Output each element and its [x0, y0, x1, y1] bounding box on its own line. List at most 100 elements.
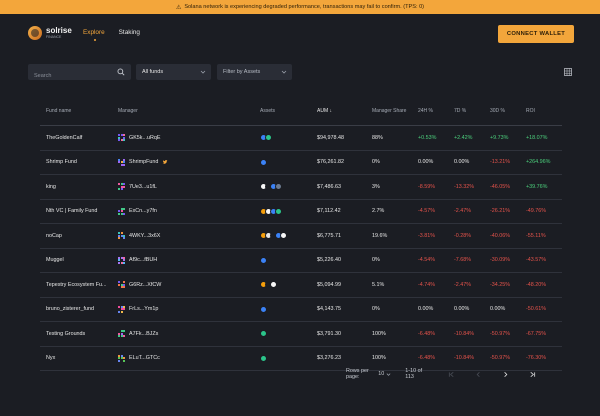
assets-cell: [260, 232, 317, 240]
table-row[interactable]: king 7Ue3...u1fL $7,486.63 3% -8.59% -13…: [40, 175, 562, 200]
fund-name[interactable]: noCap: [46, 232, 62, 239]
manager-share-value: 0%: [372, 306, 380, 313]
assets-select[interactable]: Filter by Assets: [217, 64, 292, 80]
token-icon: [260, 256, 267, 264]
header-24h[interactable]: 24H %: [418, 107, 434, 114]
manager-cell[interactable]: 7Ue3...u1fL: [118, 183, 260, 191]
rows-per-page-select[interactable]: 10: [378, 371, 391, 377]
change-30d: -34.25%: [490, 281, 511, 288]
manager-cell[interactable]: ExCn...y7fn: [118, 207, 260, 215]
change-30d: -40.06%: [490, 232, 511, 239]
chevron-down-icon: [386, 372, 391, 376]
assets-cell: [260, 207, 317, 215]
roi-value: +18.07%: [526, 134, 548, 141]
logo-mark-icon: [28, 26, 42, 40]
manager-id: 4WKY...3x6X: [129, 232, 161, 239]
table-row[interactable]: bruno_zisterer_fund FrLs...Ym1p $4,143.7…: [40, 298, 562, 322]
assets-cell: [260, 256, 317, 264]
manager-cell[interactable]: ShrimpFund: [118, 158, 260, 166]
pagination: Rows per page: 10 1-10 of 113: [346, 368, 556, 380]
manager-share-value: 5.1%: [372, 281, 385, 288]
table-row[interactable]: TheGoldenCalf GK5k...uRqE $94,978.48 88%…: [40, 126, 562, 151]
header-7d[interactable]: 7D %: [454, 107, 467, 114]
fund-name[interactable]: Muggel: [46, 257, 64, 264]
fund-name[interactable]: Nyx: [46, 355, 56, 362]
header-manager[interactable]: Manager: [118, 107, 138, 114]
page-range: 1-10 of 113: [405, 368, 423, 380]
table-row[interactable]: Nth VC | Family Fund ExCn...y7fn $7,112.…: [40, 200, 562, 224]
manager-cell[interactable]: GK5k...uRqE: [118, 134, 260, 142]
fund-name[interactable]: TheGoldenCalf: [46, 134, 83, 141]
funds-select-value: All funds: [142, 69, 164, 75]
aum-value: $3,276.23: [317, 355, 341, 362]
header-fund-name[interactable]: Fund name: [46, 107, 72, 114]
header-aum[interactable]: AUM ↓: [317, 108, 372, 114]
search-icon[interactable]: [117, 68, 125, 76]
change-24h: -4.57%: [418, 208, 436, 215]
header-assets[interactable]: Assets: [260, 107, 276, 114]
manager-id: ELuT...GTCc: [129, 355, 160, 362]
header-manager-share[interactable]: Manager Share: [372, 107, 407, 114]
table-row[interactable]: Shrimp Fund ShrimpFund $76,261.82 0% 0.0…: [40, 151, 562, 175]
assets-cell: [260, 183, 317, 191]
change-24h: -6.48%: [418, 355, 436, 362]
fund-name[interactable]: Tepestry Ecosystem Fu...: [46, 281, 107, 288]
manager-share-value: 0%: [372, 159, 380, 166]
table-row[interactable]: Muggel Af9c...fBUH $5,226.40 0% -4.54% -…: [40, 249, 562, 273]
manager-id: G6Rz...XfCW: [129, 281, 162, 288]
network-warning-banner: ⚠ Solana network is experiencing degrade…: [0, 0, 600, 14]
manager-cell[interactable]: ELuT...GTCc: [118, 354, 260, 362]
rows-per-page-label: Rows per page:: [346, 368, 369, 380]
change-7d: -2.47%: [454, 208, 472, 215]
token-icon: [260, 330, 267, 338]
chevron-down-icon: [200, 70, 206, 74]
aum-value: $7,112.42: [317, 208, 341, 215]
change-24h: +0.53%: [418, 134, 437, 141]
grid-view-icon[interactable]: [564, 68, 572, 76]
table-row[interactable]: Tepestry Ecosystem Fu... G6Rz...XfCW $5,…: [40, 273, 562, 298]
assets-cell: [260, 330, 317, 338]
aum-value: $5,226.40: [317, 257, 341, 264]
fund-name[interactable]: king: [46, 183, 56, 190]
manager-cell[interactable]: Af9c...fBUH: [118, 256, 260, 264]
fund-name[interactable]: bruno_zisterer_fund: [46, 306, 94, 313]
header-30d[interactable]: 30D %: [490, 107, 506, 114]
table-header: Fund name Manager Assets AUM ↓ Manager S…: [40, 96, 562, 126]
prev-page-button[interactable]: [475, 370, 482, 378]
last-page-button[interactable]: [529, 370, 536, 378]
manager-cell[interactable]: G6Rz...XfCW: [118, 281, 260, 289]
fund-name[interactable]: Testing Grounds: [46, 330, 86, 337]
table-row[interactable]: Testing Grounds A7Fk...BJZs $3,791.30 10…: [40, 322, 562, 347]
nav-explore[interactable]: Explore: [83, 29, 105, 41]
fund-name[interactable]: Shrimp Fund: [46, 159, 77, 166]
change-30d: -50.97%: [490, 355, 511, 362]
banner-text: Solana network is experiencing degraded …: [184, 4, 425, 10]
manager-cell[interactable]: 4WKY...3x6X: [118, 232, 260, 240]
change-7d: 0.00%: [454, 306, 470, 313]
table-row[interactable]: noCap 4WKY...3x6X $6,775.71 19.6% -3.81%…: [40, 224, 562, 249]
manager-share-value: 3%: [372, 183, 380, 190]
sort-desc-icon: ↓: [329, 107, 333, 114]
rows-per-page-value: 10: [378, 371, 385, 377]
manager-avatar: [118, 330, 125, 338]
funds-select[interactable]: All funds: [136, 64, 211, 80]
token-icon: [265, 134, 272, 142]
manager-cell[interactable]: FrLs...Ym1p: [118, 305, 260, 313]
manager-cell[interactable]: A7Fk...BJZs: [118, 330, 260, 338]
fund-name[interactable]: Nth VC | Family Fund: [46, 208, 98, 215]
search-input[interactable]: [28, 68, 108, 84]
roi-value: -67.75%: [526, 330, 547, 337]
manager-share-value: 88%: [372, 134, 383, 141]
change-7d: -0.28%: [454, 232, 472, 239]
next-page-button[interactable]: [502, 370, 509, 378]
change-7d: -2.47%: [454, 281, 472, 288]
change-30d: -50.97%: [490, 330, 511, 337]
connect-wallet-button[interactable]: CONNECT WALLET: [498, 25, 574, 43]
table-row[interactable]: Nyx ELuT...GTCc $3,276.23 100% -6.48% -1…: [40, 347, 562, 371]
change-7d: -13.32%: [454, 183, 475, 190]
header-roi[interactable]: ROI: [526, 107, 535, 114]
twitter-icon[interactable]: [162, 159, 168, 165]
brand-logo[interactable]: solrise FINANCE: [28, 26, 72, 40]
first-page-button[interactable]: [448, 370, 455, 378]
nav-staking[interactable]: Staking: [118, 29, 140, 36]
